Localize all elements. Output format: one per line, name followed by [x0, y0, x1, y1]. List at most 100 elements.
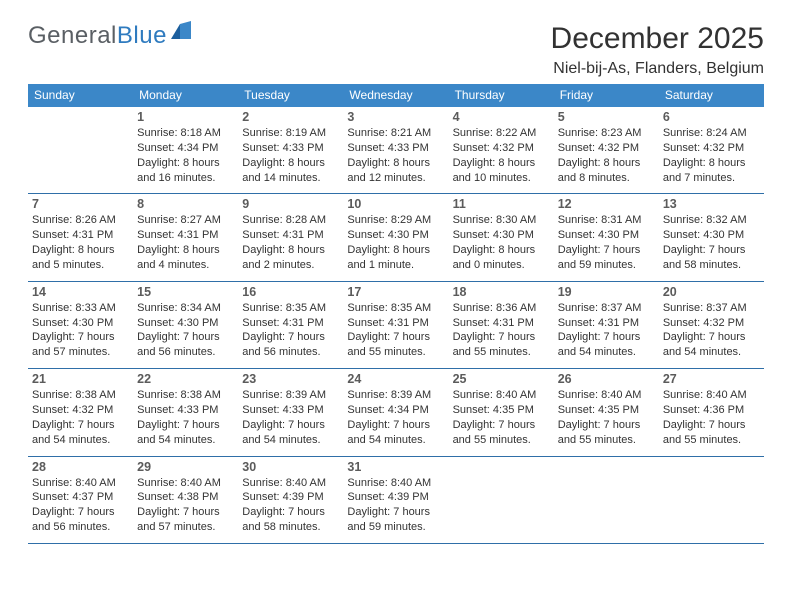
day-cell: 2 Sunrise: 8:19 AMSunset: 4:33 PMDaylight…	[238, 107, 343, 193]
day-number: 9	[242, 197, 339, 211]
day-details: Sunrise: 8:31 AMSunset: 4:30 PMDaylight:…	[558, 213, 655, 272]
day-cell	[659, 457, 764, 543]
day-cell: 1 Sunrise: 8:18 AMSunset: 4:34 PMDaylight…	[133, 107, 238, 193]
day-number: 29	[137, 460, 234, 474]
day-details: Sunrise: 8:21 AMSunset: 4:33 PMDaylight:…	[347, 126, 444, 185]
title-block: December 2025 Niel-bij-As, Flanders, Bel…	[551, 22, 764, 78]
day-details: Sunrise: 8:34 AMSunset: 4:30 PMDaylight:…	[137, 301, 234, 360]
day-cell: 25 Sunrise: 8:40 AMSunset: 4:35 PMDayligh…	[449, 369, 554, 455]
day-details: Sunrise: 8:40 AMSunset: 4:37 PMDaylight:…	[32, 476, 129, 535]
day-cell: 21Sunrise: 8:38 AMSunset: 4:32 PMDayligh…	[28, 369, 133, 455]
day-cell: 13 Sunrise: 8:32 AMSunset: 4:30 PMDayligh…	[659, 194, 764, 280]
day-number: 1	[137, 110, 234, 124]
day-details: Sunrise: 8:40 AMSunset: 4:35 PMDaylight:…	[558, 388, 655, 447]
day-details: Sunrise: 8:37 AMSunset: 4:32 PMDaylight:…	[663, 301, 760, 360]
week-row: 28 Sunrise: 8:40 AMSunset: 4:37 PMDayligh…	[28, 457, 764, 544]
dow-cell: Saturday	[659, 84, 764, 107]
day-cell: 20 Sunrise: 8:37 AMSunset: 4:32 PMDayligh…	[659, 282, 764, 368]
week-row: 7 Sunrise: 8:26 AMSunset: 4:31 PMDaylight…	[28, 194, 764, 281]
week-row: 21Sunrise: 8:38 AMSunset: 4:32 PMDayligh…	[28, 369, 764, 456]
day-number: 13	[663, 197, 760, 211]
day-cell: 12 Sunrise: 8:31 AMSunset: 4:30 PMDayligh…	[554, 194, 659, 280]
day-details: Sunrise: 8:38 AMSunset: 4:33 PMDaylight:…	[137, 388, 234, 447]
day-details: Sunrise: 8:39 AMSunset: 4:34 PMDaylight:…	[347, 388, 444, 447]
day-number: 4	[453, 110, 550, 124]
day-number: 23	[242, 372, 339, 386]
week-row: 1 Sunrise: 8:18 AMSunset: 4:34 PMDaylight…	[28, 107, 764, 194]
day-number: 19	[558, 285, 655, 299]
day-details: Sunrise: 8:35 AMSunset: 4:31 PMDaylight:…	[347, 301, 444, 360]
dow-cell: Wednesday	[343, 84, 448, 107]
day-cell: 9 Sunrise: 8:28 AMSunset: 4:31 PMDaylight…	[238, 194, 343, 280]
day-cell: 28 Sunrise: 8:40 AMSunset: 4:37 PMDayligh…	[28, 457, 133, 543]
day-number: 25	[453, 372, 550, 386]
day-details: Sunrise: 8:40 AMSunset: 4:35 PMDaylight:…	[453, 388, 550, 447]
brand-part1: General	[28, 22, 117, 50]
day-cell: 10 Sunrise: 8:29 AMSunset: 4:30 PMDayligh…	[343, 194, 448, 280]
day-cell: 16Sunrise: 8:35 AMSunset: 4:31 PMDayligh…	[238, 282, 343, 368]
day-details: Sunrise: 8:32 AMSunset: 4:30 PMDaylight:…	[663, 213, 760, 272]
calendar: SundayMondayTuesdayWednesdayThursdayFrid…	[28, 84, 764, 544]
day-cell: 3Sunrise: 8:21 AMSunset: 4:33 PMDaylight…	[343, 107, 448, 193]
day-number: 6	[663, 110, 760, 124]
day-details: Sunrise: 8:39 AMSunset: 4:33 PMDaylight:…	[242, 388, 339, 447]
day-number: 11	[453, 197, 550, 211]
day-number: 18	[453, 285, 550, 299]
dow-header-row: SundayMondayTuesdayWednesdayThursdayFrid…	[28, 84, 764, 107]
day-cell: 15 Sunrise: 8:34 AMSunset: 4:30 PMDayligh…	[133, 282, 238, 368]
day-details: Sunrise: 8:35 AMSunset: 4:31 PMDaylight:…	[242, 301, 339, 360]
day-cell: 23 Sunrise: 8:39 AMSunset: 4:33 PMDayligh…	[238, 369, 343, 455]
day-cell: 5 Sunrise: 8:23 AMSunset: 4:32 PMDaylight…	[554, 107, 659, 193]
dow-cell: Sunday	[28, 84, 133, 107]
day-cell: 14Sunrise: 8:33 AMSunset: 4:30 PMDayligh…	[28, 282, 133, 368]
day-number: 24	[347, 372, 444, 386]
day-details: Sunrise: 8:26 AMSunset: 4:31 PMDaylight:…	[32, 213, 129, 272]
day-number: 12	[558, 197, 655, 211]
day-cell: 30Sunrise: 8:40 AMSunset: 4:39 PMDayligh…	[238, 457, 343, 543]
brand-part2: Blue	[117, 22, 167, 50]
day-cell: 22 Sunrise: 8:38 AMSunset: 4:33 PMDayligh…	[133, 369, 238, 455]
day-number: 27	[663, 372, 760, 386]
day-cell: 19 Sunrise: 8:37 AMSunset: 4:31 PMDayligh…	[554, 282, 659, 368]
brand-logo: GeneralBlue	[28, 22, 193, 50]
day-details: Sunrise: 8:40 AMSunset: 4:38 PMDaylight:…	[137, 476, 234, 535]
day-cell: 17Sunrise: 8:35 AMSunset: 4:31 PMDayligh…	[343, 282, 448, 368]
day-details: Sunrise: 8:19 AMSunset: 4:33 PMDaylight:…	[242, 126, 339, 185]
day-number: 20	[663, 285, 760, 299]
day-cell: 31 Sunrise: 8:40 AMSunset: 4:39 PMDayligh…	[343, 457, 448, 543]
day-cell: 18Sunrise: 8:36 AMSunset: 4:31 PMDayligh…	[449, 282, 554, 368]
day-number: 21	[32, 372, 129, 386]
day-number: 8	[137, 197, 234, 211]
day-number: 15	[137, 285, 234, 299]
day-number: 28	[32, 460, 129, 474]
day-cell: 24 Sunrise: 8:39 AMSunset: 4:34 PMDayligh…	[343, 369, 448, 455]
day-details: Sunrise: 8:30 AMSunset: 4:30 PMDaylight:…	[453, 213, 550, 272]
day-details: Sunrise: 8:28 AMSunset: 4:31 PMDaylight:…	[242, 213, 339, 272]
day-cell: 6 Sunrise: 8:24 AMSunset: 4:32 PMDaylight…	[659, 107, 764, 193]
day-number: 7	[32, 197, 129, 211]
day-number: 10	[347, 197, 444, 211]
dow-cell: Monday	[133, 84, 238, 107]
day-cell: 11 Sunrise: 8:30 AMSunset: 4:30 PMDayligh…	[449, 194, 554, 280]
day-number: 2	[242, 110, 339, 124]
month-title: December 2025	[551, 22, 764, 56]
dow-cell: Thursday	[449, 84, 554, 107]
day-details: Sunrise: 8:40 AMSunset: 4:39 PMDaylight:…	[242, 476, 339, 535]
day-details: Sunrise: 8:24 AMSunset: 4:32 PMDaylight:…	[663, 126, 760, 185]
day-cell: 26Sunrise: 8:40 AMSunset: 4:35 PMDayligh…	[554, 369, 659, 455]
day-details: Sunrise: 8:23 AMSunset: 4:32 PMDaylight:…	[558, 126, 655, 185]
day-number: 31	[347, 460, 444, 474]
dow-cell: Friday	[554, 84, 659, 107]
day-details: Sunrise: 8:37 AMSunset: 4:31 PMDaylight:…	[558, 301, 655, 360]
day-cell: 8Sunrise: 8:27 AMSunset: 4:31 PMDaylight…	[133, 194, 238, 280]
day-details: Sunrise: 8:18 AMSunset: 4:34 PMDaylight:…	[137, 126, 234, 185]
day-details: Sunrise: 8:40 AMSunset: 4:39 PMDaylight:…	[347, 476, 444, 535]
day-details: Sunrise: 8:29 AMSunset: 4:30 PMDaylight:…	[347, 213, 444, 272]
day-cell: 4Sunrise: 8:22 AMSunset: 4:32 PMDaylight…	[449, 107, 554, 193]
day-cell: 27 Sunrise: 8:40 AMSunset: 4:36 PMDayligh…	[659, 369, 764, 455]
week-row: 14Sunrise: 8:33 AMSunset: 4:30 PMDayligh…	[28, 282, 764, 369]
weeks-container: 1 Sunrise: 8:18 AMSunset: 4:34 PMDaylight…	[28, 107, 764, 544]
day-number: 22	[137, 372, 234, 386]
day-number: 5	[558, 110, 655, 124]
day-details: Sunrise: 8:40 AMSunset: 4:36 PMDaylight:…	[663, 388, 760, 447]
